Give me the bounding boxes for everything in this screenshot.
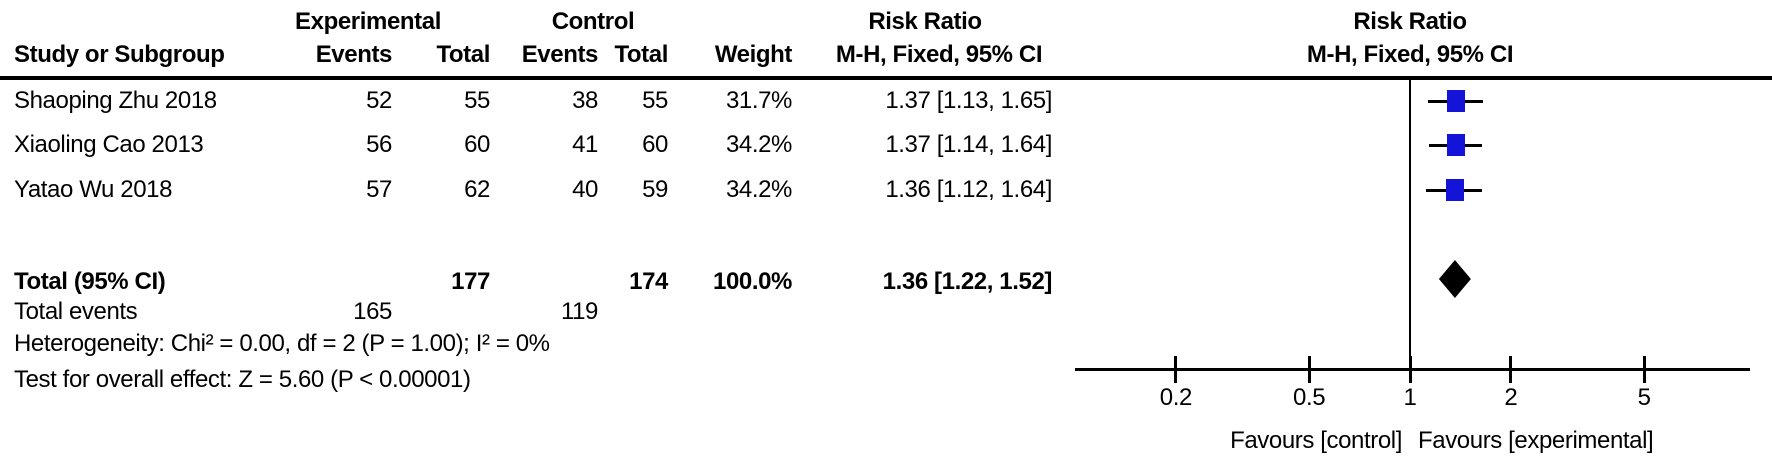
favours-experimental-label: Favours [experimental] — [1418, 427, 1654, 454]
column-header-events-control: Events — [521, 41, 599, 68]
group-header-control: Control — [551, 8, 635, 35]
column-header-weight: Weight — [714, 41, 793, 68]
column-header-ci-left: M-H, Fixed, 95% CI — [835, 41, 1043, 68]
column-header-study: Study or Subgroup — [14, 41, 225, 68]
weight-value: 34.2% — [725, 176, 792, 203]
total-control-value: 60 — [642, 131, 668, 158]
forest-square — [1445, 179, 1464, 201]
overall-effect-text: Test for overall effect: Z = 5.60 (P < 0… — [14, 366, 471, 393]
total-experimental-value: 55 — [464, 87, 490, 114]
ci-text: 1.37 [1.13, 1.65] — [885, 87, 1052, 114]
axis-tick — [1642, 356, 1646, 383]
column-header-ci-right: M-H, Fixed, 95% CI — [1306, 41, 1514, 68]
weight-value: 34.2% — [725, 131, 792, 158]
column-header-total-experimental: Total — [436, 41, 490, 68]
total-events-experimental: 165 — [353, 298, 392, 325]
events-control-value: 41 — [572, 131, 598, 158]
group-header-experimental: Experimental — [295, 8, 441, 35]
events-experimental-value: 57 — [366, 176, 392, 203]
total-control-value: 59 — [642, 176, 668, 203]
total-control-sum: 174 — [629, 268, 668, 295]
weight-value: 31.7% — [725, 87, 792, 114]
axis-tick-label: 0.5 — [1293, 384, 1326, 411]
axis-tick — [1307, 356, 1311, 383]
events-control-value: 38 — [572, 87, 598, 114]
axis-tick-label: 5 — [1637, 384, 1651, 411]
axis-tick — [1408, 356, 1412, 383]
total-experimental-value: 60 — [464, 131, 490, 158]
axis-tick — [1174, 356, 1178, 383]
study-name: Xiaoling Cao 2013 — [14, 131, 204, 158]
summary-diamond — [1438, 260, 1471, 298]
total-experimental-sum: 177 — [451, 268, 490, 295]
no-effect-line — [1409, 80, 1411, 370]
forest-square — [1446, 134, 1465, 156]
axis-tick-label: 1 — [1403, 384, 1417, 411]
axis-tick — [1509, 356, 1513, 383]
total-row-label: Total (95% CI) — [14, 268, 166, 295]
total-control-value: 55 — [642, 87, 668, 114]
column-header-events-experimental: Events — [315, 41, 393, 68]
events-control-value: 40 — [572, 176, 598, 203]
total-events-control: 119 — [560, 298, 598, 325]
group-header-risk-ratio-right: Risk Ratio — [1353, 8, 1467, 35]
total-weight: 100.0% — [713, 268, 792, 295]
axis-tick-label: 2 — [1504, 384, 1518, 411]
header-rule — [0, 76, 1772, 80]
total-experimental-value: 62 — [464, 176, 490, 203]
axis-tick-label: 0.2 — [1159, 384, 1193, 411]
study-name: Yatao Wu 2018 — [14, 176, 173, 203]
events-experimental-value: 52 — [366, 87, 392, 114]
ci-text: 1.36 [1.12, 1.64] — [885, 176, 1052, 203]
forest-square — [1446, 90, 1465, 112]
ci-text: 1.37 [1.14, 1.64] — [885, 131, 1052, 158]
events-experimental-value: 56 — [366, 131, 392, 158]
study-name: Shaoping Zhu 2018 — [14, 87, 217, 114]
heterogeneity-text: Heterogeneity: Chi² = 0.00, df = 2 (P = … — [14, 330, 550, 357]
total-ci-text: 1.36 [1.22, 1.52] — [882, 268, 1053, 295]
x-axis-line — [1075, 368, 1750, 371]
total-events-label: Total events — [14, 298, 138, 325]
favours-control-label: Favours [control] — [1230, 427, 1402, 454]
column-header-total-control: Total — [614, 41, 668, 68]
group-header-risk-ratio-left: Risk Ratio — [868, 8, 982, 35]
